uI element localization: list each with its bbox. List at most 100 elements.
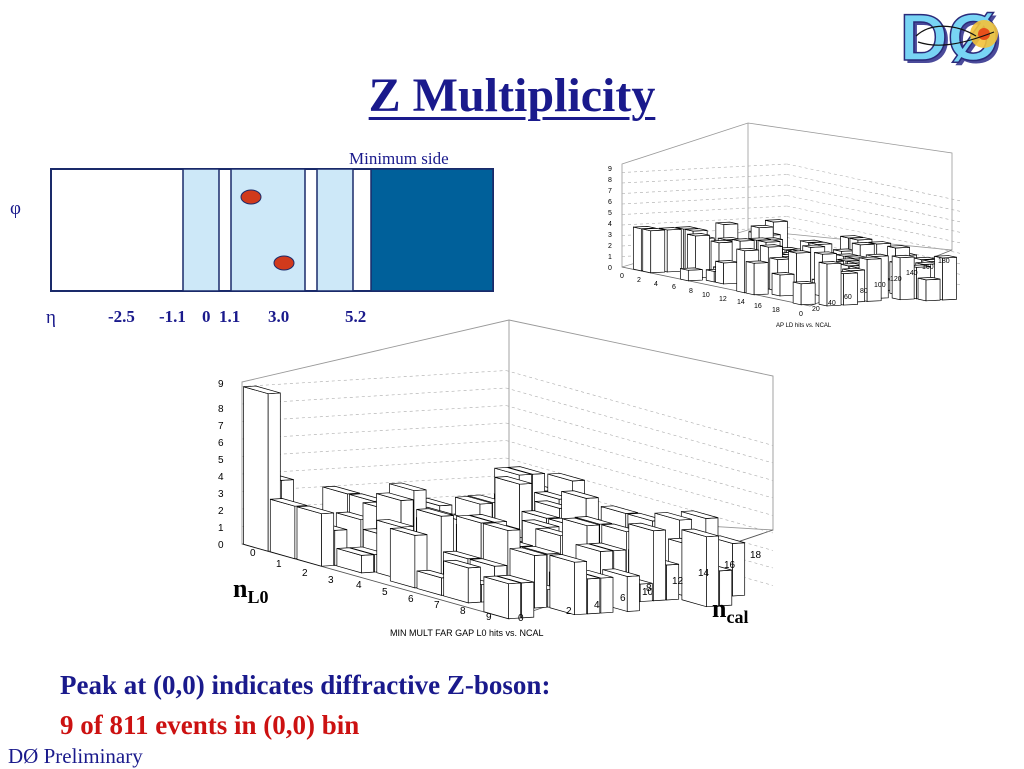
- histogram-bar: [443, 559, 481, 604]
- gridline: [621, 205, 788, 215]
- histogram-bar: [771, 272, 795, 297]
- bar-top-face: [788, 250, 811, 254]
- z-tick-label: 9: [218, 379, 224, 390]
- z-tick-label: 9: [608, 166, 612, 173]
- bar-top-face: [521, 510, 559, 519]
- z-tick-label: 2: [608, 243, 612, 250]
- histogram-bar: [681, 528, 719, 608]
- bar-side-face: [666, 228, 682, 273]
- bar-side-face: [800, 282, 816, 306]
- detector-region-dark: [370, 168, 494, 292]
- x-tick-label: 6: [408, 594, 414, 605]
- bar-top-face: [455, 496, 493, 505]
- x-tick-label: 8: [689, 288, 693, 295]
- x-tick-label: 3: [328, 575, 334, 586]
- bar-top-face: [917, 277, 941, 281]
- bar-side-face: [899, 256, 915, 301]
- eta-tick: 0: [202, 307, 211, 326]
- gridline: [505, 422, 774, 499]
- gridline: [241, 457, 507, 475]
- y-tick-label: 6: [620, 593, 626, 604]
- bar-top-face: [892, 254, 915, 259]
- bar-top-face: [602, 568, 640, 577]
- gridline: [621, 195, 788, 205]
- gridline: [621, 163, 788, 173]
- bar-side-face: [269, 498, 296, 560]
- eta-tick: 3.0: [268, 307, 290, 326]
- preliminary-footer: DØ Preliminary: [8, 744, 143, 768]
- y-tick-label: 8: [646, 583, 652, 594]
- x-tick-label: 4: [356, 580, 362, 591]
- bar-top-face: [443, 550, 481, 560]
- bar-top-face: [456, 514, 494, 524]
- eta-tick: -1.1: [159, 307, 186, 326]
- bar-top-face: [736, 248, 759, 252]
- small-plot-bars: [632, 219, 957, 307]
- bar-top-face: [800, 239, 823, 243]
- bar-top-face: [549, 554, 587, 563]
- y-tick-label: 4: [594, 600, 600, 611]
- bar-top-face: [814, 251, 837, 255]
- eta-tick: -2.5: [108, 307, 135, 326]
- bar-side-face: [917, 277, 927, 302]
- z-tick-label: 2: [218, 506, 224, 517]
- y-axis-label-main: n: [712, 594, 727, 623]
- bar-top-face: [748, 237, 771, 241]
- x-tick-label: 2: [637, 277, 641, 284]
- bar-top-face: [654, 512, 692, 521]
- histogram-bar: [792, 281, 816, 306]
- bar-side-face: [626, 575, 640, 612]
- gridline: [241, 422, 507, 440]
- bar-side-face: [321, 512, 335, 567]
- bar-side-face: [600, 576, 614, 614]
- detector-region-3: [316, 168, 354, 292]
- bar-top-face: [633, 226, 656, 230]
- gridline: [786, 174, 960, 212]
- bar-top-face: [547, 472, 585, 482]
- x-tick-label: 8: [460, 606, 466, 617]
- bar-side-face: [679, 268, 689, 282]
- bar-side-face: [650, 229, 666, 274]
- bar-side-face: [642, 228, 652, 274]
- x-tick-label: 12: [719, 296, 727, 303]
- bar-top-face: [575, 516, 612, 525]
- x-tick-label: 2: [302, 568, 308, 579]
- bar-top-face: [296, 505, 334, 515]
- histogram-bar: [642, 228, 666, 274]
- bar-top-face: [336, 547, 374, 556]
- x-tick-label: 5: [382, 587, 388, 598]
- small-plot-caption: AP LD hits vs. NCAL: [776, 323, 832, 329]
- bar-side-face: [771, 272, 781, 297]
- bar-top-face: [760, 244, 783, 248]
- bar-side-face: [925, 278, 941, 302]
- gridline: [241, 387, 507, 405]
- bar-top-face: [868, 241, 891, 245]
- z-tick-label: 6: [218, 438, 224, 449]
- x-axis-label-main: n: [233, 574, 248, 603]
- large-lego-plot: 0 1 2 3 4 5 6 7 8 9 0 1 2 3 4 5 6 7 8 9 …: [218, 319, 774, 638]
- bar-top-face: [802, 244, 825, 248]
- bar-top-face: [522, 519, 560, 528]
- histogram-bar: [715, 260, 739, 285]
- eta-tick: 5.2: [345, 307, 367, 326]
- bar-top-face: [859, 256, 882, 260]
- gridline: [241, 405, 507, 422]
- bar-side-face: [443, 560, 469, 604]
- bar-top-face: [771, 272, 795, 276]
- bar-side-face: [792, 281, 802, 306]
- z-tick-label: 5: [218, 455, 224, 466]
- y-tick-label: 140: [906, 270, 918, 277]
- phi-label: φ: [10, 198, 21, 219]
- bar-top-face: [628, 522, 666, 532]
- x-tick-label: 14: [737, 299, 745, 306]
- z-tick-label: 6: [608, 199, 612, 206]
- gridline: [505, 440, 774, 516]
- bar-side-face: [715, 260, 724, 285]
- detector-region-1: [182, 168, 220, 292]
- gridline: [786, 195, 960, 233]
- peak-statement: Peak at (0,0) indicates diffractive Z-bo…: [60, 670, 551, 700]
- bar-top-face: [509, 547, 547, 556]
- event-count-statement: 9 of 811 events in (0,0) bin: [60, 710, 360, 740]
- z-tick-label: 4: [218, 472, 224, 483]
- z-tick-label: 1: [218, 523, 224, 534]
